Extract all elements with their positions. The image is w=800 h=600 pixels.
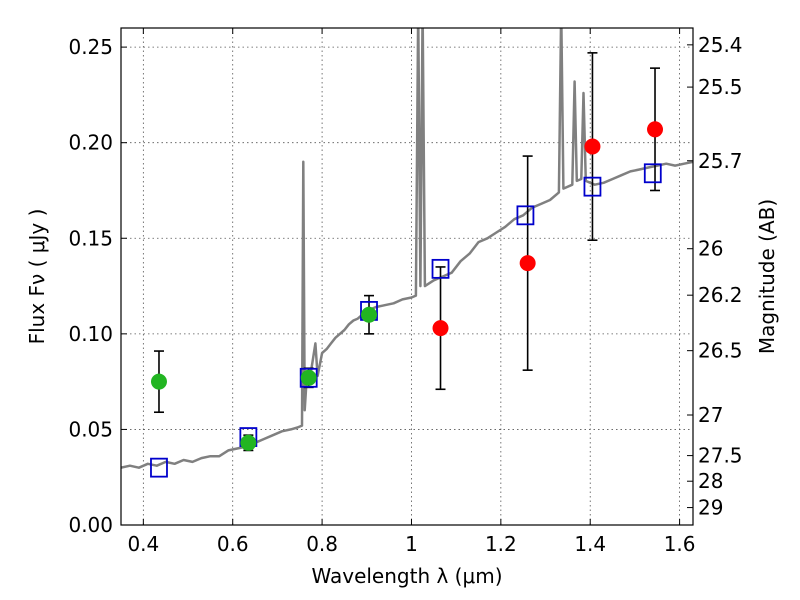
magnitude-tick-label: 25.4 bbox=[698, 33, 743, 57]
red-data-point bbox=[647, 121, 664, 138]
y-axis-label: Flux Fν ( μJy ) bbox=[25, 209, 49, 345]
model-photometry-square bbox=[150, 457, 168, 478]
x-tick-label: 0.4 bbox=[127, 532, 159, 556]
green-data-point bbox=[150, 373, 167, 390]
tick-layer: 0.4 0.6 0.8 1 1.2 1.4 1.6 0.00 0.05 0.10 0.15 0.20 0… bbox=[68, 28, 743, 556]
y-tick-label: 0.10 bbox=[68, 322, 113, 346]
green-data-point bbox=[240, 434, 257, 451]
magnitude-tick-label: 25.5 bbox=[698, 75, 743, 99]
red-data-point bbox=[519, 255, 536, 272]
x-tick-label: 1.2 bbox=[485, 532, 517, 556]
green-data-point bbox=[361, 306, 378, 323]
magnitude-tick-label: 27.5 bbox=[698, 444, 743, 468]
x-tick-label: 0.6 bbox=[217, 532, 249, 556]
y-tick-label: 0.15 bbox=[68, 226, 113, 250]
y-tick-label: 0.25 bbox=[68, 35, 113, 59]
grid-layer bbox=[121, 28, 693, 526]
magnitude-tick-label: 28 bbox=[698, 469, 723, 493]
model-photometry-square bbox=[516, 205, 535, 226]
magnitude-tick-label: 29 bbox=[698, 496, 723, 520]
magnitude-tick-label: 27 bbox=[698, 403, 723, 427]
model-photometry-square bbox=[583, 176, 602, 197]
red-data-point bbox=[584, 138, 601, 155]
x-tick-label: 1.4 bbox=[574, 532, 606, 556]
plot-frame bbox=[120, 27, 694, 526]
magnitude-tick-label: 26.5 bbox=[698, 339, 743, 363]
model-photometry-square bbox=[643, 163, 662, 184]
y-tick-label: 0.05 bbox=[68, 417, 113, 441]
magnitude-tick-label: 25.7 bbox=[698, 149, 743, 173]
red-data-point bbox=[432, 320, 449, 337]
magnitude-tick-label: 26.2 bbox=[698, 283, 743, 307]
model-photometry-square bbox=[431, 258, 450, 279]
magnitude-axis-label: Magnitude (AB) bbox=[755, 199, 779, 354]
y-tick-label: 0.00 bbox=[68, 513, 113, 537]
x-axis-label: Wavelength λ (μm) bbox=[311, 564, 502, 588]
x-tick-label: 0.8 bbox=[306, 532, 338, 556]
marker-layer bbox=[150, 121, 664, 478]
magnitude-tick-label: 26 bbox=[698, 237, 723, 261]
x-tick-label: 1 bbox=[405, 532, 418, 556]
x-tick-label: 1.6 bbox=[664, 532, 696, 556]
green-data-point bbox=[300, 369, 317, 386]
y-tick-label: 0.20 bbox=[68, 131, 113, 155]
